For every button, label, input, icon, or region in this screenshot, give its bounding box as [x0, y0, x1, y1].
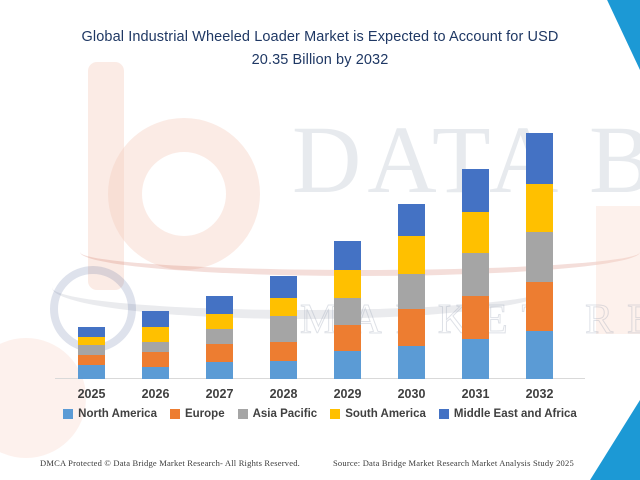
legend-label: Asia Pacific: [252, 408, 318, 420]
bar-segment-asia-pacific-2028: [270, 316, 297, 342]
x-axis-label-2028: 2028: [269, 387, 298, 401]
bar-segment-asia-pacific-2031: [462, 253, 489, 296]
bar-segment-north-america-2028: [270, 360, 297, 379]
legend-label: North America: [78, 408, 157, 420]
legend-swatch-icon: [237, 409, 248, 419]
x-axis-label-2030: 2030: [397, 387, 426, 401]
bar-segment-north-america-2025: [78, 364, 105, 379]
chart-title-line1: Global Industrial Wheeled Loader Market …: [81, 29, 559, 45]
x-axis-line: [55, 378, 585, 379]
bar-segment-north-america-2032: [526, 331, 553, 379]
bar-segment-asia-pacific-2026: [142, 341, 169, 353]
bar-segment-europe-2025: [78, 354, 105, 365]
bar-segment-middle-east-and-africa-2030: [398, 203, 425, 237]
bar-segment-south-america-2029: [334, 270, 361, 298]
bar-segment-europe-2029: [334, 324, 361, 352]
x-axis-label-2032: 2032: [525, 387, 554, 401]
legend: North America Europe Asia Pacific South Ame…: [0, 408, 640, 420]
bar-segment-south-america-2030: [398, 236, 425, 274]
bar-segment-south-america-2026: [142, 327, 169, 342]
legend-swatch-icon: [438, 409, 449, 419]
bar-segment-north-america-2031: [462, 339, 489, 379]
bar-segment-north-america-2027: [206, 362, 233, 379]
bar-segment-europe-2027: [206, 343, 233, 363]
legend-label: South America: [345, 408, 426, 420]
footer-copyright: DMCA Protected © Data Bridge Market Rese…: [40, 458, 300, 468]
bar-segment-asia-pacific-2030: [398, 273, 425, 309]
watermark-right-fragment: [596, 206, 640, 334]
legend-item-asia-pacific: Asia Pacific: [237, 408, 318, 420]
x-axis-label-2025: 2025: [77, 387, 106, 401]
legend-label: Middle East and Africa: [453, 408, 577, 420]
bar-segment-asia-pacific-2025: [78, 345, 105, 355]
bar-segment-middle-east-and-africa-2029: [334, 241, 361, 271]
legend-item-europe: Europe: [169, 408, 225, 420]
bar-segment-europe-2026: [142, 352, 169, 367]
x-axis-label-2031: 2031: [461, 387, 490, 401]
bar-segment-middle-east-and-africa-2027: [206, 295, 233, 314]
legend-item-north-america: North America: [63, 408, 157, 420]
bar-segment-south-america-2027: [206, 313, 233, 330]
bar-segment-north-america-2026: [142, 366, 169, 379]
bar-segment-middle-east-and-africa-2031: [462, 168, 489, 213]
watermark-logo-bowl: [108, 118, 260, 270]
x-axis-label-2029: 2029: [333, 387, 362, 401]
bar-segment-middle-east-and-africa-2025: [78, 327, 105, 337]
bar-segment-south-america-2032: [526, 184, 553, 233]
footer-source: Source: Data Bridge Market Research Mark…: [333, 458, 574, 468]
legend-item-middle-east-and-africa: Middle East and Africa: [438, 408, 577, 420]
legend-swatch-icon: [169, 409, 180, 419]
chart-title-line2: 20.35 Billion by 2032: [251, 52, 389, 68]
bar-segment-north-america-2029: [334, 351, 361, 379]
legend-swatch-icon: [330, 409, 341, 419]
bar-segment-asia-pacific-2029: [334, 298, 361, 325]
x-axis-label-2027: 2027: [205, 387, 234, 401]
x-axis-label-2026: 2026: [141, 387, 170, 401]
legend-swatch-icon: [63, 409, 74, 419]
bar-segment-europe-2030: [398, 308, 425, 347]
bar-segment-south-america-2031: [462, 212, 489, 254]
bar-segment-north-america-2030: [398, 346, 425, 379]
bar-segment-middle-east-and-africa-2028: [270, 276, 297, 298]
legend-item-south-america: South America: [330, 408, 426, 420]
bar-segment-south-america-2025: [78, 336, 105, 346]
chart-title: Global Industrial Wheeled Loader Market …: [0, 26, 640, 72]
bar-segment-asia-pacific-2032: [526, 232, 553, 283]
bar-segment-middle-east-and-africa-2032: [526, 132, 553, 185]
legend-label: Europe: [184, 408, 225, 420]
bar-segment-middle-east-and-africa-2026: [142, 311, 169, 328]
bar-segment-asia-pacific-2027: [206, 329, 233, 344]
bar-segment-europe-2032: [526, 282, 553, 332]
watermark-logo-stem: [88, 62, 124, 290]
bar-segment-europe-2028: [270, 341, 297, 361]
bar-segment-south-america-2028: [270, 298, 297, 317]
bar-segment-europe-2031: [462, 295, 489, 340]
